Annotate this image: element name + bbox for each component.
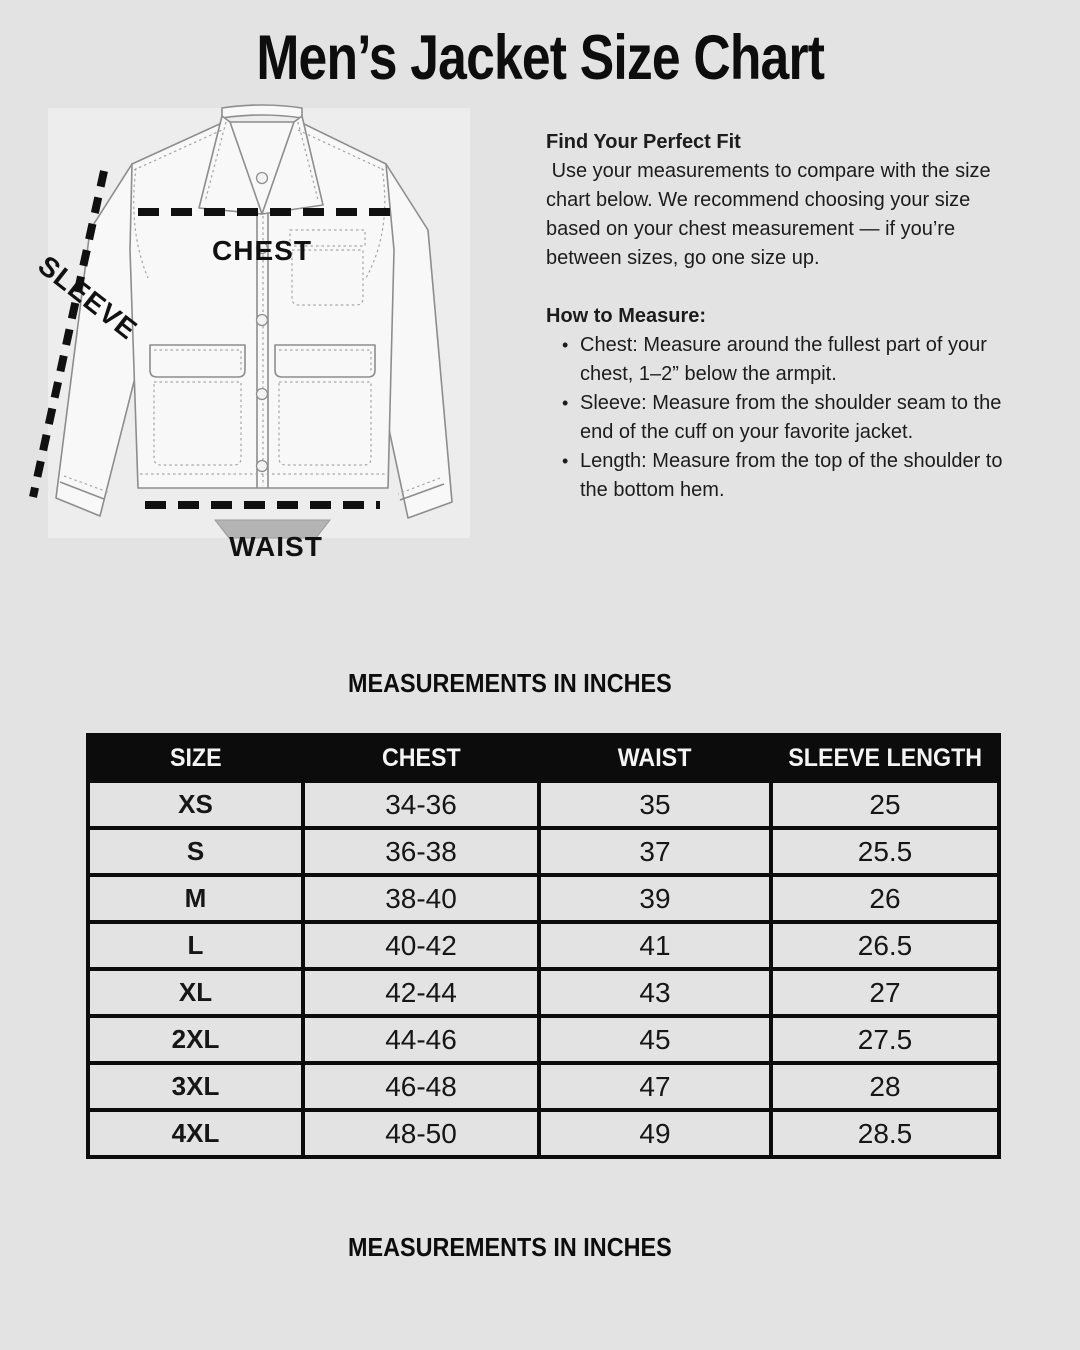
- measure-step: • Sleeve: Measure from the shoulder seam…: [546, 389, 1028, 447]
- sleeve-cell: 25.5: [769, 826, 1001, 877]
- waist-cell: 35: [537, 779, 773, 830]
- table-row: L 40-42 41 26.5: [86, 920, 1001, 971]
- table-row: 2XL 44-46 45 27.5: [86, 1014, 1001, 1065]
- waist-cell: 41: [537, 920, 773, 971]
- chest-cell: 48-50: [301, 1108, 541, 1159]
- chest-cell: 44-46: [301, 1014, 541, 1065]
- table-row: S 36-38 37 25.5: [86, 826, 1001, 877]
- measurements-caption-top: MEASUREMENTS IN INCHES: [348, 668, 672, 698]
- size-cell: M: [86, 873, 305, 924]
- table-row: XL 42-44 43 27: [86, 967, 1001, 1018]
- col-header-sleeve-length: SLEEVE LENGTH: [769, 733, 1001, 783]
- measure-heading: How to Measure:: [546, 305, 707, 327]
- table-row: XS 34-36 35 25: [86, 779, 1001, 830]
- hem-stand-shape: [213, 519, 332, 539]
- jacket-stitching: [63, 121, 441, 495]
- measure-step-text: Sleeve: Measure from the shoulder seam t…: [580, 392, 1002, 443]
- measure-step: • Length: Measure from the top of the sh…: [546, 447, 1028, 505]
- bullet-icon: •: [562, 335, 569, 355]
- fit-heading: Find Your Perfect Fit: [546, 131, 741, 153]
- chest-cell: 40-42: [301, 920, 541, 971]
- chest-cell: 36-38: [301, 826, 541, 877]
- measure-step-text: Length: Measure from the top of the shou…: [580, 450, 1003, 501]
- bullet-icon: •: [562, 451, 569, 471]
- chest-cell: 46-48: [301, 1061, 541, 1112]
- jacket-sketch: [55, 104, 453, 519]
- waist-cell: 45: [537, 1014, 773, 1065]
- waist-cell: 47: [537, 1061, 773, 1112]
- fit-instructions: Find Your Perfect Fit Use your measureme…: [546, 128, 1028, 505]
- col-header-size: SIZE: [86, 733, 305, 783]
- waist-cell: 43: [537, 967, 773, 1018]
- bullet-icon: •: [562, 393, 569, 413]
- chest-cell: 34-36: [301, 779, 541, 830]
- waist-cell: 37: [537, 826, 773, 877]
- size-cell: S: [86, 826, 305, 877]
- size-cell: 4XL: [86, 1108, 305, 1159]
- waist-cell: 39: [537, 873, 773, 924]
- jacket-diagram: CHEST SLEEVE WAIST: [29, 104, 470, 560]
- chest-label: CHEST: [212, 235, 312, 266]
- sleeve-cell: 26.5: [769, 920, 1001, 971]
- table-row: 3XL 46-48 47 28: [86, 1061, 1001, 1112]
- col-header-chest: CHEST: [301, 733, 541, 783]
- sleeve-cell: 27.5: [769, 1014, 1001, 1065]
- sleeve-cell: 28.5: [769, 1108, 1001, 1159]
- size-cell: L: [86, 920, 305, 971]
- page-title: Men’s Jacket Size Chart: [256, 23, 825, 93]
- measurements-caption-bottom: MEASUREMENTS IN INCHES: [348, 1232, 672, 1262]
- waist-label: WAIST: [229, 531, 323, 560]
- size-cell: 3XL: [86, 1061, 305, 1112]
- measure-steps: • Chest: Measure around the fullest part…: [546, 331, 1028, 505]
- fit-text: Use your measurements to compare with th…: [546, 160, 997, 269]
- sleeve-cell: 27: [769, 967, 1001, 1018]
- sleeve-cell: 25: [769, 779, 1001, 830]
- measure-step: • Chest: Measure around the fullest part…: [546, 331, 1028, 389]
- jacket-buttons: [255, 171, 269, 473]
- sleeve-cell: 26: [769, 873, 1001, 924]
- chest-cell: 42-44: [301, 967, 541, 1018]
- size-cell: XL: [86, 967, 305, 1018]
- waist-cell: 49: [537, 1108, 773, 1159]
- chest-cell: 38-40: [301, 873, 541, 924]
- size-table: SIZE CHEST WAIST SLEEVE LENGTH XS 34-36 …: [86, 733, 1001, 1159]
- sleeve-measure-line: [29, 170, 108, 498]
- table-header-row: SIZE CHEST WAIST SLEEVE LENGTH: [86, 733, 1001, 783]
- col-header-waist: WAIST: [537, 733, 773, 783]
- table-row: M 38-40 39 26: [86, 873, 1001, 924]
- measure-step-text: Chest: Measure around the fullest part o…: [580, 334, 987, 385]
- size-cell: XS: [86, 779, 305, 830]
- table-row: 4XL 48-50 49 28.5: [86, 1108, 1001, 1159]
- sleeve-cell: 28: [769, 1061, 1001, 1112]
- size-cell: 2XL: [86, 1014, 305, 1065]
